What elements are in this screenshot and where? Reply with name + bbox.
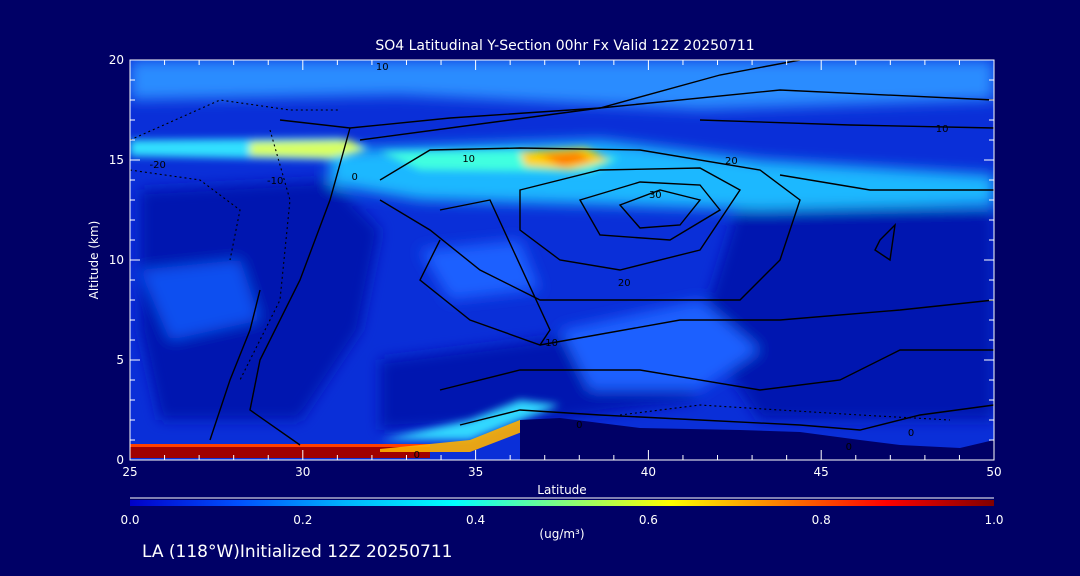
contour-line <box>519 167 742 271</box>
contour-label: 0 <box>414 450 420 461</box>
colorbar-tick-label: 0.2 <box>293 513 312 527</box>
x-tick-label: 50 <box>986 465 1001 479</box>
contour-line <box>439 349 994 391</box>
contour-label: 30 <box>649 190 662 201</box>
contour-line <box>379 147 801 301</box>
colorbar-tick-label: 0.0 <box>120 513 139 527</box>
contour-line <box>578 181 722 241</box>
field-peak-orange <box>540 152 592 166</box>
field-terrain-edge <box>380 400 560 440</box>
contour-line-dotted <box>239 129 291 381</box>
contour-label: -10 <box>267 176 283 187</box>
contour-line <box>618 189 702 229</box>
contour-label: 10 <box>376 62 389 73</box>
contour-lines <box>209 60 994 446</box>
contour-line <box>699 119 994 129</box>
contour-lines-dotted <box>130 99 951 421</box>
contour-line-dotted <box>130 169 241 261</box>
contour-line <box>539 299 994 346</box>
field-top-band <box>130 60 994 110</box>
field-layer-yellow <box>250 140 365 158</box>
field-low-east <box>700 200 994 420</box>
x-axis: 25 30 35 40 45 50 <box>122 60 1002 479</box>
x-tick-label: 35 <box>468 465 483 479</box>
terrain-mask <box>520 418 994 460</box>
colorbar-tick-label: 1.0 <box>984 513 1003 527</box>
contour-line <box>249 127 351 446</box>
contour-line <box>279 60 801 129</box>
contour-label: 20 <box>725 156 738 167</box>
y-tick-label: 20 <box>109 53 124 67</box>
contour-line <box>359 89 994 141</box>
y-tick-label: 5 <box>116 353 124 367</box>
contour-label: 0 <box>846 442 852 453</box>
colorbar-tick-label: 0.8 <box>812 513 831 527</box>
y-tick-label: 10 <box>109 253 124 267</box>
colorbar-tick-label: 0.6 <box>639 513 658 527</box>
field-surface-top <box>130 444 430 447</box>
y-axis: 0 5 10 15 20 <box>109 53 994 467</box>
contour-label: 0 <box>576 420 582 431</box>
footer-text: LA (118°W)Initialized 12Z 20250711 <box>142 542 453 562</box>
field-low-west <box>140 180 380 420</box>
contour-label: 20 <box>618 278 631 289</box>
contour-label: -20 <box>149 160 165 171</box>
contour-label: 10 <box>545 338 558 349</box>
y-axis-label: Altitude (km) <box>87 221 101 300</box>
colorbar-label: (ug/m³) <box>539 527 584 541</box>
x-tick-label: 25 <box>122 465 137 479</box>
contour-label: 0 <box>351 172 357 183</box>
field-surface-transition <box>380 420 540 452</box>
x-tick-label: 30 <box>295 465 310 479</box>
contour-line <box>874 223 896 262</box>
colorbar <box>130 500 994 506</box>
colorbar-ticks: 0.0 0.2 0.4 0.6 0.8 1.0 <box>120 513 1003 527</box>
y-tick-label: 0 <box>116 453 124 467</box>
x-tick-label: 40 <box>641 465 656 479</box>
field-mid-west <box>140 260 260 340</box>
contour-label: 10 <box>462 154 475 165</box>
contour-line-dotted <box>619 404 951 421</box>
contour-labels: 10 -20 -10 0 10 20 30 10 20 10 0 0 0 0 <box>149 62 948 461</box>
chart-title: SO4 Latitudinal Y-Section 00hr Fx Valid … <box>375 38 754 54</box>
field-surface-layer <box>130 444 430 458</box>
y-tick-label: 15 <box>109 153 124 167</box>
contour-line <box>209 289 261 441</box>
x-axis-label: Latitude <box>537 483 586 497</box>
contour-line <box>779 174 994 191</box>
contour-label: 0 <box>908 428 914 439</box>
field-mid-blob <box>560 300 760 390</box>
contour-label: 10 <box>936 124 949 135</box>
colorbar-tick-label: 0.4 <box>466 513 485 527</box>
concentration-field <box>130 60 994 460</box>
x-tick-label: 45 <box>814 465 829 479</box>
